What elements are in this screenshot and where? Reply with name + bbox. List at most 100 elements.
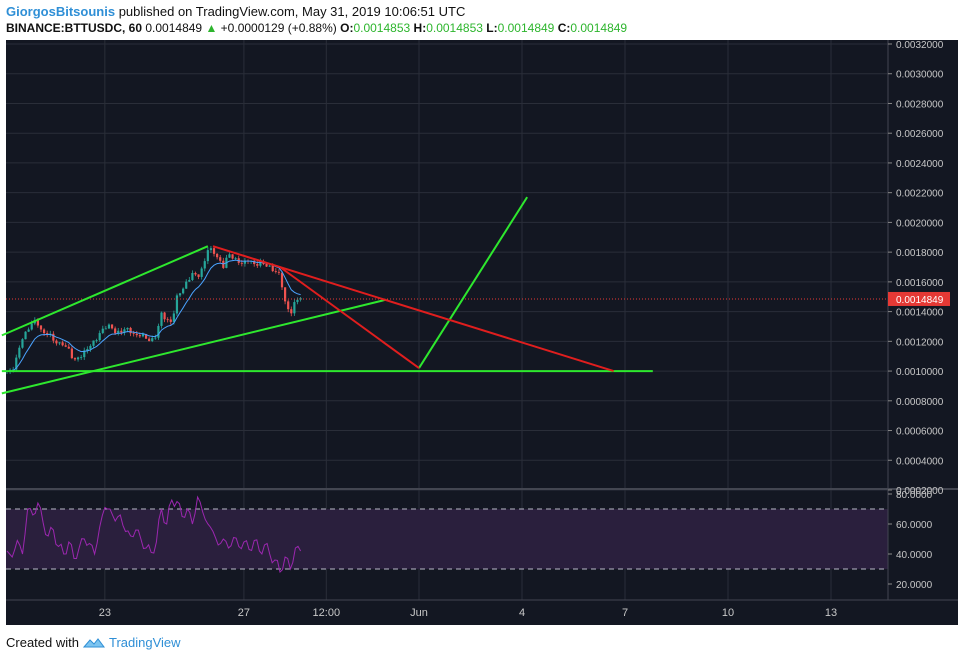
candle-body [73,358,77,360]
candle-body [163,312,166,320]
rsi-tick-label: 20.0000 [896,580,933,591]
price-moving-average-line [6,259,301,372]
symbol-info-bar: BINANCE:BTTUSDC, 60 0.0014849 ▲ +0.00001… [6,21,627,35]
candle-body [30,323,33,330]
price-tick-label: 0.0020000 [896,218,944,229]
price-tick-label: 0.0028000 [896,99,944,110]
candle-body [46,333,49,335]
candle-body [206,250,209,262]
candle-body [182,288,185,294]
candle-body [144,333,148,339]
rsi-axis[interactable]: 20.0000 40.0000 60.0000 80.0000 [888,490,933,591]
price-tick-label: 0.0024000 [896,159,944,170]
candle-body [92,340,95,346]
candle-body [12,369,15,371]
candle-body [120,330,123,333]
candle-body [151,338,154,342]
candle-body [259,261,262,266]
candle-body [228,254,231,258]
price-tick-label: 0.0004000 [896,456,944,467]
trendline-drawings[interactable] [1,196,653,395]
created-with-text: Created with [6,635,79,650]
candle-body [166,319,169,321]
trendline-green [418,196,528,369]
candle-body [104,328,107,330]
candle-body [70,348,73,359]
candle-body [212,248,216,254]
candle-body [132,333,135,334]
time-axis[interactable]: 23 27 12:00 Jun 4 7 10 13 [99,607,837,619]
published-text: published on TradingView.com, May 31, 20… [118,4,466,19]
candle-body [216,253,219,258]
candle-body [203,261,206,269]
time-tick-label: 23 [99,607,111,619]
price-tick-label: 0.0010000 [896,367,944,378]
candle-body [148,338,151,342]
open-value: 0.0014853 [353,21,411,35]
candle-body [61,342,64,346]
candle-body [290,309,293,314]
candle-body [80,357,83,358]
candle-body [169,319,172,322]
candle-body [52,333,55,341]
candle-body [284,287,287,302]
tradingview-logo-icon [82,637,105,647]
author-name[interactable]: GiorgosBitsounis [6,4,116,19]
candle-body [55,340,58,344]
price-tick-label: 0.0032000 [896,40,944,51]
current-price-label: 0.0014849 [888,291,950,306]
candle-body [39,325,43,330]
footer: Created with TradingView [6,635,181,650]
candle-body [126,327,129,330]
candle-body [95,340,98,341]
rsi-line [6,495,302,573]
candle-body [219,257,222,261]
price-tick-label: 0.0030000 [896,70,944,81]
price-tick-label: 0.0016000 [896,278,944,289]
price-tick-label: 0.0022000 [896,189,944,200]
candle-body [200,268,203,277]
candle-body [253,260,256,265]
candle-body [98,333,101,341]
price-axis[interactable]: 0.0002000 0.0004000 0.0006000 0.0008000 0.00… [888,40,944,497]
candle-body [191,273,194,280]
time-tick-label: 27 [238,607,250,619]
tradingview-brand[interactable]: TradingView [108,635,181,650]
time-tick-label: Jun [410,607,428,619]
symbol-label: BINANCE:BTTUSDC, 60 [6,21,143,35]
candle-body [24,331,27,340]
rsi-band-lines [6,508,888,570]
publish-info: GiorgosBitsounis published on TradingVie… [6,4,465,19]
candle-body [296,299,299,303]
price-change: +0.0000129 (+0.88%) [220,21,337,35]
rsi-tick-label: 80.0000 [896,490,933,501]
high-label: H: [413,21,427,35]
candle-body [231,254,234,259]
candle-body [138,335,141,337]
candle-body [256,264,259,266]
candle-body [157,325,160,338]
candle-body [64,345,67,347]
last-price: 0.0014849 [145,21,203,35]
candle-body [18,347,21,358]
trendline-green [1,245,209,337]
current-price-label-bg [888,291,950,306]
candle-body [274,271,277,272]
candle-body [160,312,163,326]
trendline-green [1,298,387,395]
candle-body [172,313,175,322]
candle-body [114,328,117,334]
price-tick-label: 0.0012000 [896,337,944,348]
close-value: 0.0014849 [570,21,628,35]
candle-body [265,264,268,267]
time-tick-label: 7 [622,607,628,619]
candle-body [42,329,46,334]
candle-body [123,329,126,333]
candle-body [67,346,70,349]
candle-body [141,333,145,337]
candle-body [197,274,200,277]
candle-body [83,350,86,358]
candle-body [194,273,197,275]
candle-body [117,330,120,334]
